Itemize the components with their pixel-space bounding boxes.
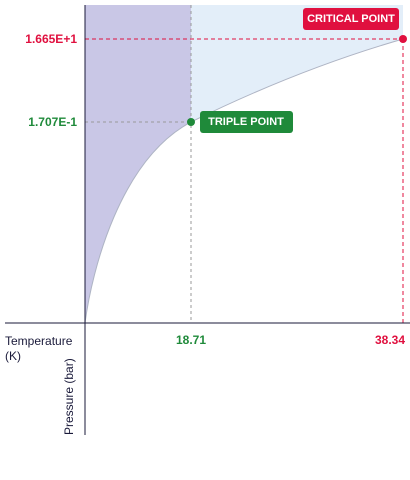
solid-region — [85, 5, 191, 323]
critical-badge — [303, 8, 399, 30]
triple-point — [187, 118, 195, 126]
y-axis-label: Pressure (bar) — [62, 358, 76, 435]
critical-pressure: 1.665E+1 — [25, 32, 77, 46]
critical-point — [399, 35, 407, 43]
triple-label: TRIPLE POINT — [208, 116, 284, 128]
x-axis-label: Temperature — [5, 334, 73, 348]
x-axis-unit: (K) — [5, 349, 21, 363]
triple-temperature: 18.71 — [176, 333, 206, 347]
triple-badge — [200, 111, 293, 133]
critical-label: CRITICAL POINT — [307, 13, 395, 25]
critical-temperature: 38.34 — [375, 333, 405, 347]
triple-pressure: 1.707E-1 — [28, 115, 77, 129]
liquid-region — [191, 5, 403, 122]
